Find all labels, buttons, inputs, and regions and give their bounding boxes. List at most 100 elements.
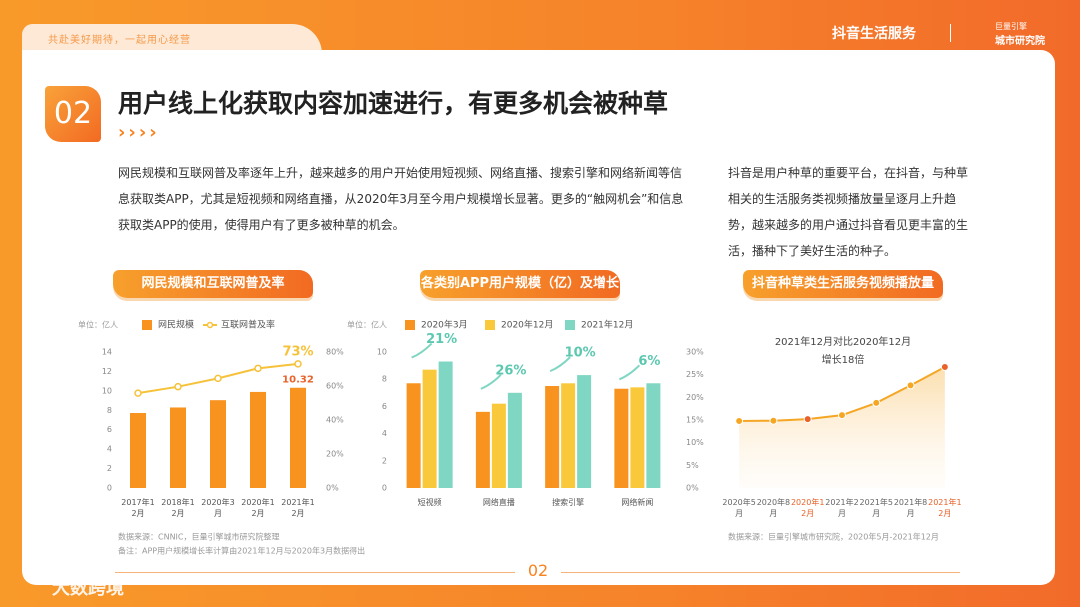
x-tick-label: 短视频: [417, 498, 442, 507]
card: [22, 50, 1055, 585]
bar: [646, 383, 661, 488]
chart-title: 各类别APP用户规模（亿）及增长率: [420, 270, 620, 319]
line-point: [134, 389, 142, 397]
tick-label: 0: [107, 484, 112, 493]
tick-label: 80%: [326, 348, 344, 357]
legend-label: 2021年12月: [581, 319, 633, 331]
chart-title: 网民规模和互联网普及率: [113, 270, 313, 298]
x-tick-label: 2021年12月: [928, 498, 962, 518]
bar: [130, 413, 146, 488]
bar: [250, 391, 266, 488]
bar: [507, 392, 522, 488]
legend-swatch: [485, 320, 495, 330]
bar: [422, 369, 437, 488]
tick-label: 60%: [326, 382, 344, 391]
x-tick-label: 搜索引擎: [552, 498, 585, 507]
tick-label: 5%: [686, 461, 699, 470]
paragraph-left: 网民规模和互联网普及率逐年上升，越来越多的用户开始使用短视频、网络直播、搜索引擎…: [118, 166, 684, 232]
bar: [614, 388, 629, 488]
bar: [170, 407, 186, 488]
unit: 单位：亿人: [78, 320, 118, 330]
legend-swatch: [405, 320, 415, 330]
x-tick-label: 2021年12月: [281, 498, 315, 518]
bar: [561, 383, 576, 488]
tick-label: 25%: [686, 370, 704, 379]
line-point: [735, 417, 744, 425]
tick-label: 30%: [686, 348, 704, 357]
value-label: 10.32: [282, 375, 314, 386]
legend-label: 2020年12月: [501, 319, 553, 331]
growth-arrow: [618, 364, 641, 381]
x-tick-label: 2020年12月: [241, 498, 275, 518]
bar: [290, 387, 306, 488]
x-tick-label: 2021年5月: [859, 498, 893, 518]
brand: 抖音生活服务: [832, 26, 916, 42]
line-point: [872, 398, 881, 407]
x-tick-label: 2021年2月: [825, 498, 859, 518]
x-tick-label: 2018年12月: [161, 498, 195, 518]
growth-label: 21%: [426, 332, 457, 347]
bar: [210, 400, 226, 488]
tick-label: 12: [102, 367, 112, 376]
legend-label: 互联网普及率: [221, 319, 275, 331]
line-point: [174, 382, 182, 391]
tick-label: 10: [377, 348, 387, 357]
value-label: 73%: [282, 344, 313, 359]
tick-label: 8: [382, 375, 387, 384]
tick-label: 14: [102, 348, 112, 357]
growth-label: 26%: [495, 363, 526, 378]
slogan-tab: [22, 24, 322, 54]
bar: [577, 375, 592, 488]
line-point: [214, 374, 222, 383]
x-tick-label: 2020年12月: [790, 498, 825, 518]
watermark: 大数跨境: [52, 578, 124, 599]
growth-arrow: [411, 342, 433, 359]
source: 数据来源：巨量引擎城市研究院，2020年5月-2021年12月: [728, 532, 939, 542]
x-tick-label: 2020年8月: [756, 498, 791, 518]
brand-divider: [950, 24, 951, 42]
x-tick-label: 2020年5月: [722, 498, 756, 518]
annotation: 2021年12月对比2020年12月: [775, 335, 911, 348]
bar: [406, 383, 421, 488]
section-badge: 02: [45, 86, 101, 142]
tick-label: 2: [382, 456, 387, 465]
line-point: [838, 411, 846, 420]
note: 数据来源：CNNIC，巨量引擎城市研究院整理: [118, 532, 280, 542]
slide-title: 用户线上化获取内容加速进行，有更多机会被种草: [118, 89, 669, 118]
tick-label: 20%: [686, 393, 704, 402]
tick-label: 40%: [326, 416, 344, 425]
note: 备注：APP用户规模增长率计算由2021年12月与2020年3月数据得出: [118, 546, 365, 556]
tick-label: 20%: [326, 450, 344, 459]
tick-label: 8: [107, 406, 112, 415]
tick-label: 6: [107, 425, 112, 434]
growth-arrow: [549, 356, 571, 373]
legend-label: 网民规模: [158, 320, 194, 331]
bar: [475, 411, 490, 488]
line-point: [769, 416, 778, 425]
x-tick-label: 网络新闻: [621, 498, 654, 507]
tick-label: 10: [102, 386, 112, 395]
line-point: [294, 360, 302, 368]
page-number: 02: [515, 561, 561, 580]
x-tick-label: 2021年8月: [893, 498, 928, 518]
growth-arrow: [480, 374, 502, 390]
tick-label: 2: [107, 464, 112, 473]
line-point: [906, 381, 915, 390]
legend-label: 2020年3月: [421, 319, 468, 331]
paragraph-right: 抖音是用户种草的重要平台，在抖音，与种草相关的生活服务类视频播放量呈逐月上升趋势…: [728, 166, 969, 258]
growth-label: 6%: [638, 354, 660, 369]
partner-sub: 城市研究院: [995, 36, 1045, 47]
x-tick-label: 2017年12月: [121, 498, 155, 518]
tick-label: 15%: [686, 416, 704, 425]
bar: [438, 361, 453, 488]
x-tick-label: 网络直播: [482, 498, 515, 507]
legend-swatch: [142, 320, 152, 330]
line-point: [254, 364, 262, 373]
legend-swatch: [565, 320, 575, 330]
tick-label: 0%: [686, 484, 699, 493]
legend-dot: [206, 321, 214, 329]
growth-label: 10%: [565, 346, 596, 361]
bar: [630, 387, 645, 488]
